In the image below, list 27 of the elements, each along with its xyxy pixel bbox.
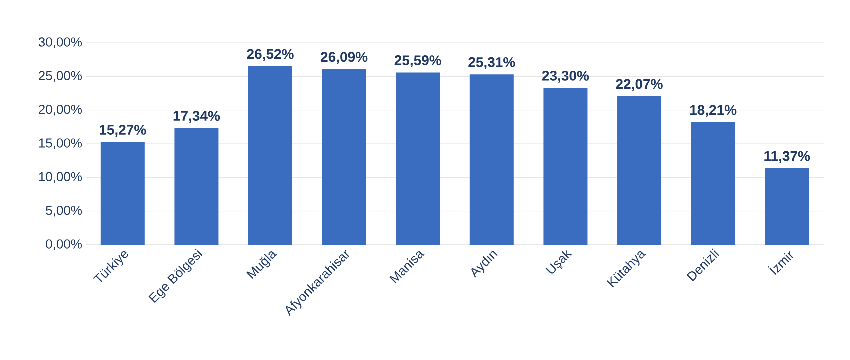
- bar: [544, 88, 588, 245]
- y-tick-label: 10,00%: [39, 172, 82, 184]
- bar: [470, 74, 514, 245]
- data-label: 26,52%: [247, 49, 294, 62]
- y-tick-label: 0,00%: [46, 240, 82, 250]
- data-label: 15,27%: [100, 125, 146, 137]
- bar: [174, 128, 219, 245]
- data-label: 25,31%: [468, 57, 516, 70]
- data-label: 11,37%: [764, 151, 810, 164]
- data-label: 17,34%: [174, 111, 220, 124]
- bar: [396, 72, 440, 245]
- data-label: 25,59%: [394, 56, 442, 68]
- bar: [691, 122, 736, 245]
- bar: [618, 96, 662, 245]
- bar: [100, 142, 145, 245]
- data-label: 26,09%: [321, 52, 368, 64]
- y-tick-label: 30,00%: [38, 38, 82, 48]
- y-tick-label: 20,00%: [39, 104, 82, 116]
- data-label: 23,30%: [542, 70, 590, 83]
- data-label: 18,21%: [690, 105, 737, 118]
- data-label: 22,07%: [616, 79, 663, 92]
- bar: [322, 69, 366, 245]
- y-tick-label: 15,00%: [39, 138, 82, 150]
- y-tick-label: 25,00%: [39, 71, 82, 82]
- bar: [765, 168, 810, 245]
- bar: [248, 66, 293, 245]
- y-tick-label: 5,00%: [46, 206, 82, 217]
